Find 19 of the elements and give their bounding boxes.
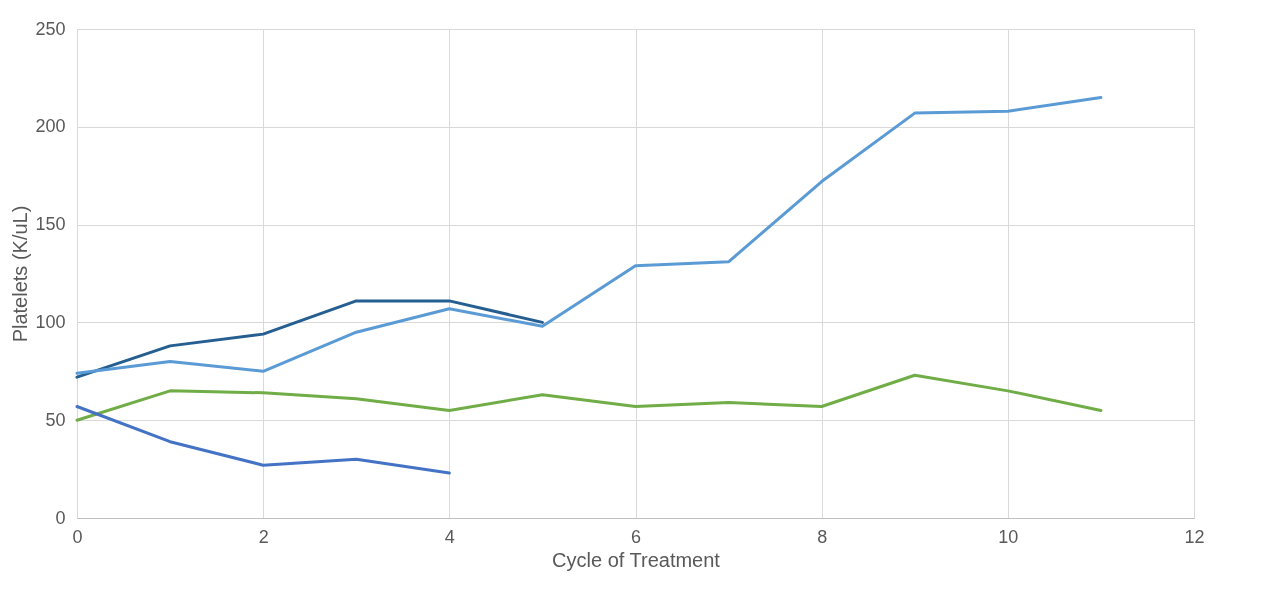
x-tick-label: 12	[1184, 526, 1205, 547]
y-axis-title: Platelets (K/uL)	[9, 205, 32, 343]
x-tick-label: 6	[630, 526, 642, 547]
y-tick-label: 100	[35, 311, 66, 332]
line-series	[75, 299, 544, 379]
line-series	[75, 405, 451, 475]
y-tick-label: 0	[55, 507, 66, 528]
y-tick-label: 250	[35, 18, 66, 39]
y-tick-label: 200	[35, 116, 66, 137]
y-tick-label: 150	[35, 214, 66, 235]
line-series	[75, 373, 1103, 422]
line-series	[75, 95, 1103, 375]
y-tick-label: 50	[45, 409, 66, 430]
x-axis-title: Cycle of Treatment	[552, 548, 721, 571]
x-tick-label: 2	[258, 526, 269, 547]
x-tick-label: 8	[817, 526, 828, 547]
x-tick-label: 10	[998, 526, 1019, 547]
x-tick-label: 0	[72, 526, 83, 547]
x-tick-label: 4	[444, 526, 455, 547]
